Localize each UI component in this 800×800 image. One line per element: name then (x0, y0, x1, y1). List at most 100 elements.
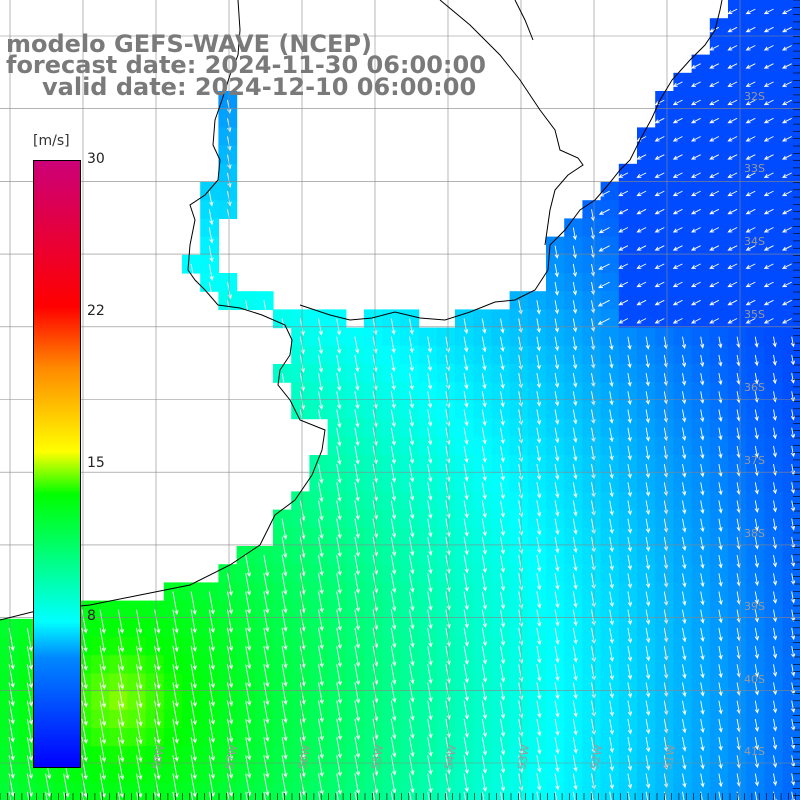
wind-arrow (627, 464, 632, 479)
wind-arrow (654, 154, 665, 160)
wind-arrow (445, 536, 451, 556)
wind-arrow (172, 700, 179, 726)
wind-arrow (609, 737, 614, 754)
wind-arrow (572, 646, 578, 663)
wind-arrow (336, 518, 342, 540)
wind-arrow (136, 627, 143, 653)
wind-arrow (627, 518, 632, 534)
wind-arrow (445, 500, 451, 519)
wind-arrow (409, 536, 415, 557)
wind-cell (618, 782, 638, 800)
wind-arrow (117, 627, 125, 653)
wind-arrow (536, 627, 542, 646)
wind-arrow (627, 354, 632, 369)
wind-arrow (208, 191, 214, 207)
wind-arrow (445, 664, 451, 684)
wind-cell (673, 236, 693, 256)
wind-arrow (208, 209, 214, 226)
wind-arrow (727, 8, 738, 15)
wind-cell (673, 72, 693, 92)
wind-arrow (354, 737, 361, 759)
wind-arrow (572, 718, 578, 736)
wind-arrow (318, 573, 324, 595)
valid-date: valid date: 2024-12-10 06:00:00 (42, 73, 477, 101)
wind-arrow (718, 609, 723, 624)
wind-arrow (463, 791, 467, 800)
wind-arrow (172, 646, 179, 671)
wind-arrow (463, 482, 469, 501)
wind-cell (618, 254, 638, 274)
wind-arrow (645, 718, 651, 735)
wind-arrow (772, 518, 778, 531)
wind-cell (637, 163, 656, 183)
wind-arrow (554, 773, 560, 791)
wind-cell (728, 254, 747, 274)
wind-arrow (718, 518, 723, 533)
wind-arrow (763, 227, 774, 233)
wind-cell (691, 91, 711, 110)
wind-arrow (281, 718, 288, 742)
wind-arrow (26, 718, 34, 744)
wind-arrow (281, 518, 288, 540)
wind-arrow (554, 263, 559, 278)
wind-arrow (26, 700, 34, 725)
wind-cell (764, 72, 784, 92)
wind-cell (309, 782, 329, 800)
wind-arrow (700, 755, 705, 770)
wind-arrow (790, 518, 796, 531)
wind-arrow (208, 737, 216, 762)
wind-arrow (208, 227, 214, 244)
wind-arrow (645, 700, 651, 716)
wind-arrow (654, 245, 665, 251)
wind-arrow (81, 718, 88, 745)
wind-arrow (463, 682, 469, 702)
wind-arrow (791, 664, 796, 677)
wind-arrow (409, 791, 412, 800)
wind-arrow (117, 773, 125, 799)
wind-arrow (609, 773, 614, 790)
wind-arrow (763, 26, 774, 33)
wind-arrow (172, 755, 179, 780)
wind-cell (728, 236, 747, 256)
wind-arrow (536, 664, 542, 682)
wind-arrow (409, 500, 415, 520)
wind-arrow (645, 373, 650, 387)
wind-arrow (336, 591, 342, 613)
wind-arrow (781, 227, 792, 233)
wind-arrow (636, 208, 647, 215)
wind-arrow (636, 227, 647, 233)
wind-arrow (481, 627, 488, 647)
wind-arrow (763, 208, 774, 215)
wind-cell (673, 273, 693, 292)
wind-arrow (682, 573, 687, 588)
longitude-label: 53W (515, 744, 532, 771)
coastline (0, 0, 326, 621)
wind-arrow (281, 555, 288, 577)
longitude-label: 58W (150, 744, 167, 771)
wind-arrow (609, 591, 614, 608)
wind-cell (163, 782, 183, 800)
wind-cell (728, 273, 747, 292)
wind-arrow (745, 318, 756, 324)
wind-arrow (136, 700, 143, 727)
wind-arrow (572, 500, 578, 517)
wind-arrow (117, 700, 125, 727)
wind-arrow (336, 409, 342, 429)
wind-cell (746, 54, 765, 74)
wind-arrow (227, 682, 234, 707)
wind-cell (764, 782, 784, 800)
wind-cell (527, 782, 547, 800)
wind-cell (728, 0, 747, 19)
wind-cell (0, 782, 19, 800)
wind-arrow (700, 464, 705, 478)
wind-arrow (554, 482, 560, 499)
wind-arrow (136, 773, 143, 798)
wind-arrow (654, 117, 665, 124)
wind-cell (18, 782, 37, 800)
wind-arrow (609, 500, 614, 516)
wind-arrow (682, 536, 687, 551)
wind-arrow (409, 591, 415, 612)
wind-cell (655, 182, 674, 201)
wind-arrow (718, 336, 723, 349)
coordinate-labels: 32S 33S 34S 35S 36S 37S 38S 39S 40S 41S 58W 57W 56W 5… (150, 90, 765, 771)
